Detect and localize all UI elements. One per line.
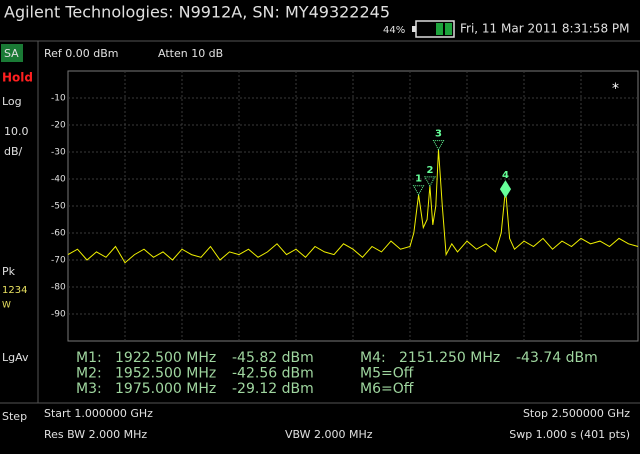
marker-frequency: 2151.250 MHz <box>399 350 500 366</box>
marker-amplitude: -45.82 dBm <box>232 350 314 366</box>
mode-box[interactable] <box>1 44 23 62</box>
y-tick-label: -80 <box>51 283 66 293</box>
video-bandwidth: VBW 2.000 MHz <box>285 428 373 441</box>
marker-name: M3: <box>76 381 102 397</box>
symbol: * <box>612 81 619 97</box>
detector[interactable]: Pk <box>2 265 16 278</box>
stop-frequency: Stop 2.500000 GHz <box>523 407 630 420</box>
marker-id: 2 <box>426 165 433 176</box>
step[interactable]: Step <box>2 410 27 423</box>
y-tick-label: -60 <box>51 229 66 239</box>
y-tick-label: -40 <box>51 175 66 185</box>
y-tick-label: -90 <box>51 310 66 320</box>
marker-table: M1: 1922.500 MHz -45.82 dBm M2: 1952.500 MHz… <box>76 350 598 397</box>
resolution-bandwidth: Res BW 2.000 MHz <box>44 428 147 441</box>
marker-amplitude: -42.56 dBm <box>232 366 314 382</box>
marker <box>499 180 512 199</box>
marker-amplitude: -29.12 dBm <box>232 381 314 397</box>
scale-value: 10.0 <box>4 125 29 138</box>
average[interactable]: LgAv <box>2 351 29 364</box>
marker-amplitude: -43.74 dBm <box>516 350 598 366</box>
marker-frequency: 1975.000 MHz <box>115 381 216 397</box>
hold[interactable]: Hold <box>2 71 33 85</box>
y-tick-label: -70 <box>51 256 66 266</box>
marker-id: 3 <box>435 129 442 140</box>
marker-off: M5=Off <box>360 366 414 382</box>
traces[interactable]: 1234 <box>2 285 27 296</box>
battery-icon <box>412 20 455 38</box>
battery-percent: 44% <box>383 25 405 36</box>
marker-name: M4: <box>360 350 386 366</box>
mode[interactable]: SA <box>4 47 19 60</box>
marker-id: 1 <box>415 174 422 185</box>
marker-off: M6=Off <box>360 381 414 397</box>
y-tick-label: -30 <box>51 148 66 158</box>
scale-type[interactable]: Log <box>2 95 22 108</box>
sweep: Swp 1.000 s (401 pts) <box>509 428 630 441</box>
trace-state: W <box>2 301 11 311</box>
y-tick-label: -50 <box>51 202 66 212</box>
start-frequency: Start 1.000000 GHz <box>44 407 153 420</box>
marker-name: M2: <box>76 366 102 382</box>
trace <box>67 149 639 264</box>
marker-id: 4 <box>502 170 509 181</box>
y-tick-label: -20 <box>51 121 66 131</box>
scale-unit: dB/ <box>4 145 23 158</box>
reference-level: Ref 0.00 dBm <box>44 47 119 60</box>
marker-frequency: 1922.500 MHz <box>115 350 216 366</box>
y-tick-label: -10 <box>51 94 66 104</box>
marker-frequency: 1952.500 MHz <box>115 366 216 382</box>
plot: -10 -20 -30 -40 -50 -60 -70 -80 -90 12 3 4 <box>51 71 639 341</box>
title: Agilent Technologies: N9912A, SN: MY4932… <box>4 3 390 22</box>
marker-name: M1: <box>76 350 102 366</box>
attenuation: Atten 10 dB <box>158 47 223 60</box>
datetime: Fri, 11 Mar 2011 8:31:58 PM <box>460 22 629 36</box>
